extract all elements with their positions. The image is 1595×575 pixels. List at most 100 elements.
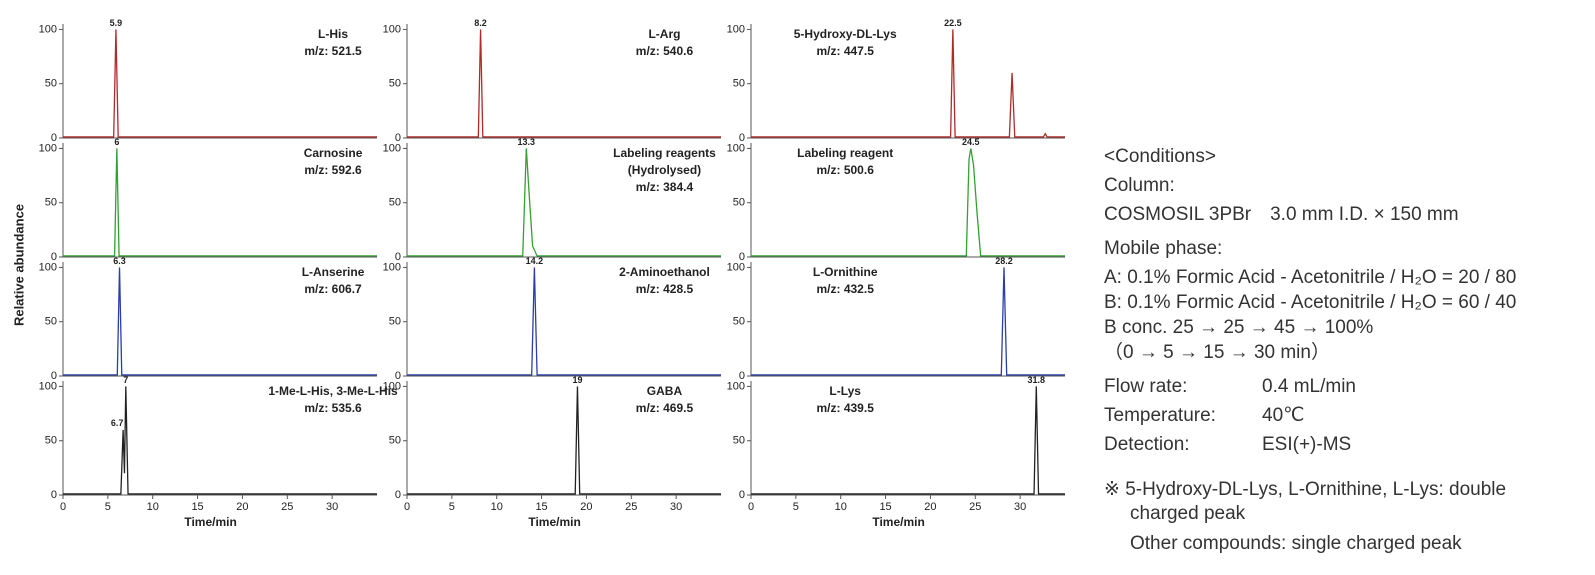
y-tick-label: 50 <box>733 435 745 447</box>
panel-title: L-Arg <box>648 27 680 41</box>
panel-subtitle: m/z: 535.6 <box>304 401 362 415</box>
conditions: <Conditions> Column: COSMOSIL 3PBr 3.0 m… <box>1104 146 1516 554</box>
x-tick-label: 15 <box>535 501 547 513</box>
y-tick-label: 100 <box>727 261 745 273</box>
y-axis-label: Relative abundance <box>11 204 26 326</box>
peak-label: 22.5 <box>944 18 962 28</box>
x-tick-label: 0 <box>60 501 66 513</box>
panel-title: L-His <box>318 27 348 41</box>
chromatogram <box>407 148 721 257</box>
x-tick-label: 25 <box>969 501 981 513</box>
y-tick-label: 0 <box>739 370 745 382</box>
y-tick-label: 100 <box>727 23 745 35</box>
column: COSMOSIL 3PBr 3.0 mm I.D. × 150 mm <box>1104 204 1459 225</box>
condition-value: ESI(+)-MS <box>1262 434 1351 455</box>
panel-subtitle: m/z: 606.7 <box>304 282 362 296</box>
chromatogram <box>63 386 377 495</box>
y-tick-label: 100 <box>39 23 57 35</box>
y-tick-label: 100 <box>39 142 57 154</box>
chromatogram <box>63 29 377 138</box>
x-tick-label: 0 <box>748 501 754 513</box>
peak-label: 6.3 <box>113 256 126 266</box>
column-label: Column: <box>1104 175 1175 196</box>
x-tick-label: 0 <box>404 501 410 513</box>
mobile-phase-label: Mobile phase: <box>1104 238 1222 259</box>
peak-label: 5.9 <box>110 18 123 28</box>
peak-label: 13.3 <box>518 137 536 147</box>
peak-label: 8.2 <box>474 18 487 28</box>
x-tick-label: 20 <box>924 501 936 513</box>
panel-subtitle: m/z: 592.6 <box>304 163 362 177</box>
y-tick-label: 50 <box>733 78 745 90</box>
panel-subtitle: m/z: 447.5 <box>817 44 875 58</box>
panel-title: Carnosine <box>304 146 363 160</box>
note: ※ 5-Hydroxy-DL-Lys, L-Ornithine, L-Lys: … <box>1104 479 1506 500</box>
x-tick-label: 20 <box>236 501 248 513</box>
y-tick-label: 100 <box>383 142 401 154</box>
y-tick-label: 100 <box>383 380 401 392</box>
x-tick-label: 25 <box>625 501 637 513</box>
chromatogram <box>751 29 1065 138</box>
x-tick-label: 10 <box>147 501 159 513</box>
peak-label: 6 <box>114 137 119 147</box>
chromatogram <box>407 267 721 376</box>
x-axis-label: Time/min <box>528 515 580 529</box>
y-tick-label: 50 <box>45 197 57 209</box>
chromatogram <box>63 267 377 376</box>
y-tick-label: 50 <box>389 197 401 209</box>
x-tick-label: 10 <box>835 501 847 513</box>
gradient-time: （0 → 5 → 15 → 30 min） <box>1104 341 1330 363</box>
y-tick-label: 50 <box>389 435 401 447</box>
y-tick-label: 0 <box>395 251 401 263</box>
y-tick-label: 100 <box>727 380 745 392</box>
peak-label: 7 <box>123 375 128 385</box>
x-tick-label: 30 <box>1014 501 1026 513</box>
y-tick-label: 0 <box>395 132 401 144</box>
x-tick-label: 15 <box>191 501 203 513</box>
panel-title: L-Ornithine <box>813 265 878 279</box>
peak-label: 28.2 <box>995 256 1013 266</box>
x-tick-label: 5 <box>793 501 799 513</box>
panel-title: 5-Hydroxy-DL-Lys <box>794 27 897 41</box>
peak-label: 31.8 <box>1028 375 1046 385</box>
y-tick-label: 100 <box>39 380 57 392</box>
condition-value: 40℃ <box>1262 405 1304 426</box>
panel-title: (Hydrolysed) <box>628 163 701 177</box>
x-tick-label: 15 <box>879 501 891 513</box>
panel-title: L-Anserine <box>302 265 365 279</box>
panel-title: 2-Aminoethanol <box>619 265 710 279</box>
y-tick-label: 0 <box>395 489 401 501</box>
peak-label: 6.7 <box>111 418 124 428</box>
y-tick-label: 0 <box>51 489 57 501</box>
panel-subtitle: m/z: 428.5 <box>636 282 694 296</box>
condition-value: 0.4 mL/min <box>1262 376 1356 397</box>
y-tick-label: 0 <box>51 132 57 144</box>
gradient: B conc. 25 → 25 → 45 → 100% <box>1104 317 1373 338</box>
chromatogram <box>407 29 721 138</box>
panel-subtitle: m/z: 540.6 <box>636 44 694 58</box>
y-tick-label: 0 <box>51 251 57 263</box>
condition-label: Temperature: <box>1104 405 1216 426</box>
chromatogram <box>751 267 1065 376</box>
y-tick-label: 100 <box>383 261 401 273</box>
y-tick-label: 50 <box>733 197 745 209</box>
peak-label: 14.2 <box>526 256 544 266</box>
condition-label: Detection: <box>1104 434 1190 455</box>
y-tick-label: 50 <box>45 316 57 328</box>
peak-label: 24.5 <box>962 137 980 147</box>
panel-title: Labeling reagents <box>613 146 716 160</box>
panel-subtitle: m/z: 432.5 <box>817 282 875 296</box>
y-tick-label: 100 <box>727 142 745 154</box>
x-tick-label: 20 <box>580 501 592 513</box>
panel-title: L-Lys <box>829 384 861 398</box>
y-tick-label: 50 <box>45 78 57 90</box>
panel-subtitle: m/z: 521.5 <box>304 44 362 58</box>
note: Other compounds: single charged peak <box>1130 533 1462 554</box>
y-tick-label: 50 <box>389 78 401 90</box>
y-tick-label: 0 <box>739 251 745 263</box>
chromatogram <box>407 386 721 495</box>
x-axis-label: Time/min <box>872 515 924 529</box>
chromatogram <box>63 148 377 257</box>
chromatogram <box>751 148 1065 257</box>
chromatogram <box>751 386 1065 495</box>
